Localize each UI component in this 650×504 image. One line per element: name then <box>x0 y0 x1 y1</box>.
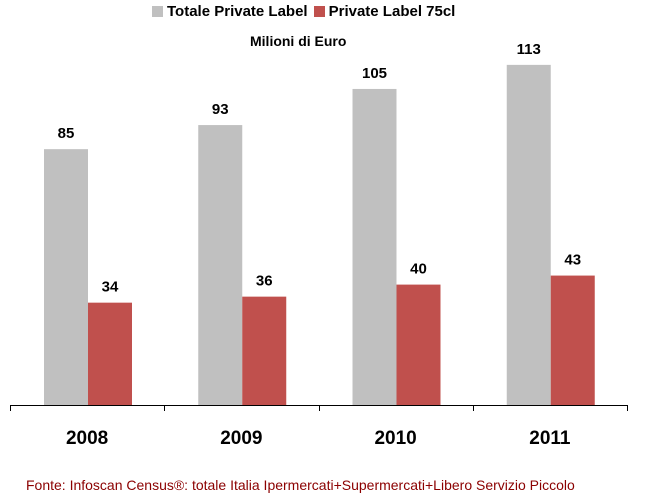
bar-2008-75cl <box>88 302 132 405</box>
legend: Totale Private Label Private Label 75cl <box>152 3 455 20</box>
data-label: 93 <box>212 101 229 118</box>
data-label: 40 <box>410 261 427 278</box>
x-tick-label: 2011 <box>529 428 571 449</box>
bar-2010-75cl <box>396 284 441 405</box>
bar-2011-totale <box>506 64 551 406</box>
chart-title: Milioni di Euro <box>250 33 347 49</box>
bar-2011-75cl <box>550 275 595 405</box>
data-label: 113 <box>517 41 541 58</box>
bar-2008-totale <box>44 149 88 405</box>
legend-label-75cl: Private Label 75cl <box>328 3 456 20</box>
x-tick-label: 2009 <box>220 428 262 449</box>
data-label: 43 <box>564 252 581 269</box>
data-label: 105 <box>362 65 387 82</box>
legend-swatch-75cl <box>313 6 325 17</box>
legend-label-totale: Totale Private Label <box>167 3 308 20</box>
data-label: 36 <box>256 273 273 290</box>
bar-2010-totale <box>352 88 397 405</box>
data-label: 34 <box>102 279 119 296</box>
data-label: 85 <box>58 125 75 142</box>
x-tick-label: 2008 <box>66 428 108 449</box>
source-note: Fonte: Infoscan Census®: totale Italia I… <box>26 477 575 493</box>
bar-2009-totale <box>198 125 243 405</box>
x-tick-label: 2010 <box>374 428 416 449</box>
bar-2009-75cl <box>242 296 287 405</box>
legend-swatch-totale <box>152 6 163 17</box>
